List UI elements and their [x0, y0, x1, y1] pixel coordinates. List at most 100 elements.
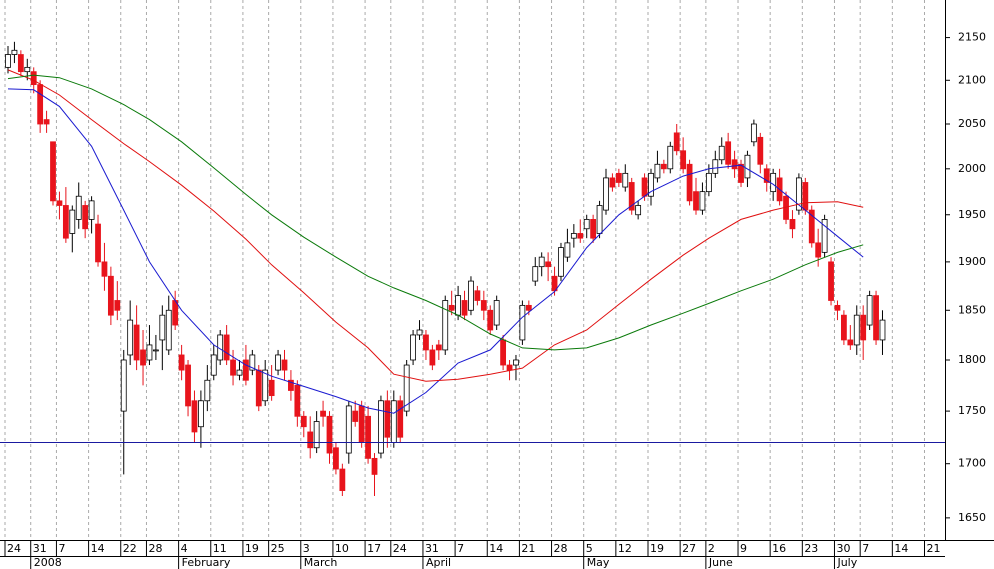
- candle-body: [603, 177, 609, 211]
- candle-body: [313, 421, 320, 449]
- candle-body: [371, 457, 378, 475]
- candle-body: [75, 195, 82, 220]
- candle-body: [185, 364, 191, 407]
- x-tick-label: 10: [335, 542, 349, 555]
- candle-body: [448, 304, 455, 311]
- candle-body: [37, 84, 44, 125]
- y-tick-label: 1900: [958, 255, 986, 268]
- candle-body: [326, 415, 333, 454]
- candle-body: [43, 119, 50, 125]
- month-label: July: [836, 556, 857, 569]
- candle-body: [204, 379, 211, 402]
- candle-body: [140, 349, 146, 366]
- candle-body: [583, 219, 590, 230]
- candle-body: [590, 219, 597, 239]
- candle-body: [532, 266, 539, 282]
- candle-body: [300, 415, 307, 428]
- x-tick-label: 31: [425, 542, 439, 555]
- x-tick-label: 14: [489, 542, 503, 555]
- candle-body: [841, 314, 847, 341]
- candle-body: [795, 177, 802, 211]
- x-tick-label: 9: [740, 542, 747, 555]
- x-tick-label: 23: [804, 542, 818, 555]
- candle-body: [718, 145, 725, 161]
- x-tick-label: 21: [521, 542, 535, 555]
- x-tick-label: 22: [123, 542, 137, 555]
- x-tick-label: 28: [554, 542, 568, 555]
- candle-body: [564, 242, 571, 258]
- candle-body: [397, 400, 404, 438]
- candle-body: [82, 205, 89, 230]
- month-label: May: [587, 556, 610, 569]
- candle-body: [461, 300, 468, 316]
- x-tick-label: 17: [367, 542, 381, 555]
- x-tick-label: 19: [650, 542, 664, 555]
- x-tick-label: 27: [682, 542, 696, 555]
- y-tick-label: 2150: [958, 31, 986, 44]
- candle-body: [635, 205, 642, 216]
- candle-body: [101, 261, 108, 277]
- candle-body: [519, 304, 526, 341]
- candle-body: [455, 295, 462, 316]
- x-tick-label: 31: [33, 542, 47, 555]
- candle-body: [693, 191, 699, 211]
- candle-body: [506, 364, 513, 371]
- candle-body: [712, 159, 719, 174]
- candle-body: [834, 304, 841, 311]
- candle-body: [770, 172, 777, 193]
- candle-body: [294, 384, 301, 417]
- candle-body: [513, 359, 519, 366]
- candle-body: [275, 354, 281, 371]
- candle-body: [699, 191, 706, 211]
- candle-body: [468, 280, 474, 311]
- candle-body: [442, 300, 449, 351]
- month-label: April: [426, 556, 451, 569]
- candle-body: [744, 154, 751, 179]
- x-tick-label: 16: [772, 542, 786, 555]
- candle-body: [5, 54, 11, 68]
- candle-body: [403, 364, 410, 412]
- candle-body: [808, 209, 815, 244]
- candle-body: [120, 359, 127, 412]
- candle-body: [570, 233, 577, 239]
- candle-body: [667, 145, 674, 170]
- candle-body: [146, 344, 153, 361]
- x-tick-label: 2: [708, 542, 715, 555]
- candle-body: [750, 123, 757, 143]
- candle-body: [815, 242, 822, 258]
- candle-body: [223, 334, 230, 361]
- candle-body: [69, 209, 76, 234]
- month-label: 2008: [34, 556, 62, 569]
- x-tick-label: 21: [926, 542, 940, 555]
- candle-body: [159, 314, 166, 341]
- candle-body: [230, 359, 236, 376]
- candle-body: [333, 447, 339, 470]
- x-tick-label: 5: [586, 542, 593, 555]
- candle-body: [551, 275, 558, 292]
- month-label: June: [708, 556, 733, 569]
- candle-body: [390, 400, 397, 443]
- candle-body: [24, 66, 31, 73]
- candle-body: [660, 163, 667, 170]
- moving-average-line: [7, 74, 864, 351]
- candle-body: [821, 219, 828, 253]
- candle-body: [866, 295, 873, 326]
- candle-body: [288, 379, 294, 391]
- candle-body: [538, 256, 545, 268]
- candle-body: [30, 71, 37, 86]
- candle-body: [738, 163, 744, 183]
- month-label: March: [304, 556, 338, 569]
- y-tick-label: 2050: [958, 117, 986, 130]
- moving-average-line: [7, 69, 864, 382]
- month-label: February: [182, 556, 231, 569]
- candle-body: [757, 136, 764, 165]
- candle-body: [853, 314, 860, 346]
- x-tick-label: 25: [271, 542, 285, 555]
- x-tick-label: 7: [457, 542, 464, 555]
- x-tick-label: 3: [303, 542, 310, 555]
- candle-body: [686, 163, 693, 202]
- candle-body: [763, 168, 770, 183]
- candle-body: [197, 400, 204, 428]
- candle-body: [416, 329, 423, 336]
